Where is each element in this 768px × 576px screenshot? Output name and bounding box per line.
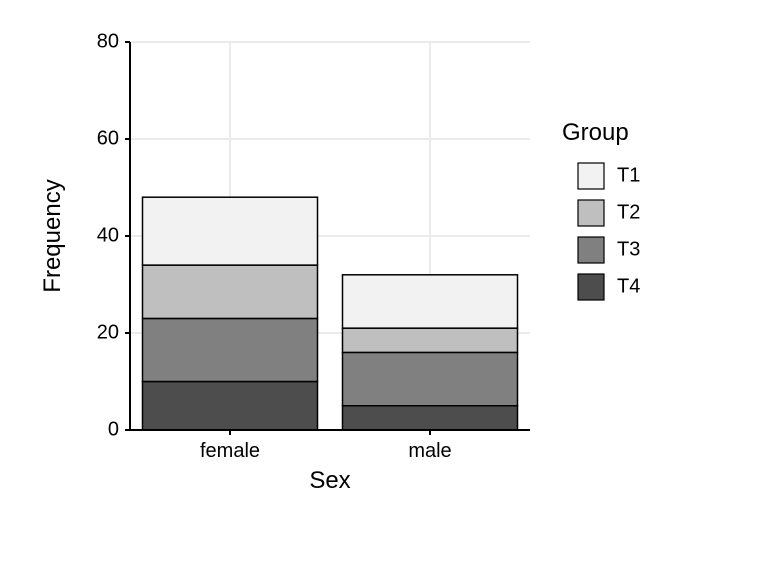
legend-label: T4 <box>617 275 640 297</box>
bar-segment-male-T1 <box>343 275 518 328</box>
legend-label: T2 <box>617 201 640 223</box>
legend-swatch <box>578 237 604 263</box>
legend-label: T1 <box>617 164 640 186</box>
legend-item-T2: T2 <box>575 197 640 229</box>
bar-segment-female-T3 <box>143 318 318 381</box>
bar-segment-male-T4 <box>343 406 518 430</box>
y-tick-label: 20 <box>97 321 119 343</box>
stacked-bar-chart: 0 20 40 60 80 female male Frequency Sex Group… <box>0 0 768 576</box>
bar-segment-female-T4 <box>143 382 318 431</box>
legend-swatch <box>578 274 604 300</box>
legend-title: Group <box>562 119 629 146</box>
y-tick-label: 60 <box>97 127 119 149</box>
legend-swatch <box>578 200 604 226</box>
y-axis-ticks: 0 20 40 60 80 <box>97 30 130 440</box>
x-axis-title: Sex <box>309 467 350 494</box>
bar-segment-male-T3 <box>343 352 518 405</box>
legend-label: T3 <box>617 238 640 260</box>
y-tick-label: 40 <box>97 224 119 246</box>
legend: Group T1 T2 T3 T4 <box>562 119 640 303</box>
legend-item-T1: T1 <box>575 160 640 192</box>
x-axis-ticks: female male <box>200 430 452 462</box>
legend-items: T1 T2 T3 T4 <box>575 160 640 303</box>
x-tick-label: female <box>200 440 260 462</box>
legend-swatch <box>578 163 604 189</box>
x-tick-label: male <box>408 440 451 462</box>
bar-segment-male-T2 <box>343 328 518 352</box>
bar-segment-female-T1 <box>143 197 318 265</box>
y-tick-label: 80 <box>97 30 119 52</box>
bar-segment-female-T2 <box>143 265 318 318</box>
y-tick-label: 0 <box>108 418 119 440</box>
legend-item-T3: T3 <box>575 234 640 266</box>
y-axis-title: Frequency <box>39 179 66 292</box>
legend-item-T4: T4 <box>575 271 640 303</box>
